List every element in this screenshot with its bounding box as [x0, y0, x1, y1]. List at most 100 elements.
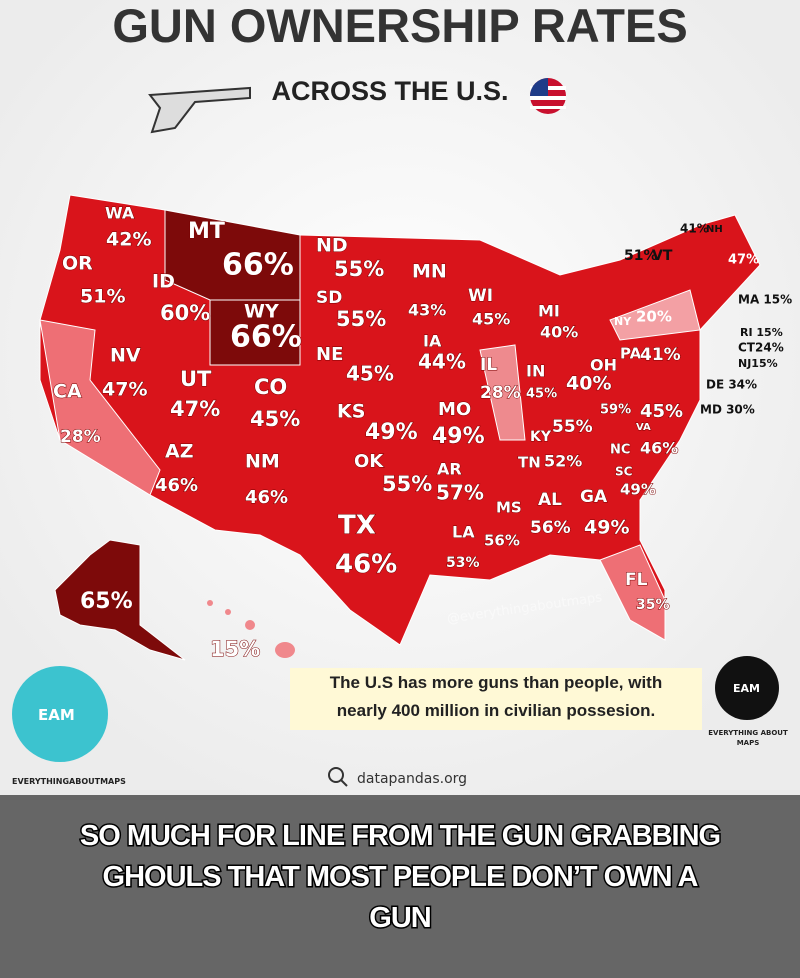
subtitle: ACROSS THE U.S.: [271, 76, 508, 106]
map-label: 55%: [334, 257, 384, 281]
map-label: CA: [53, 381, 82, 403]
map-label: 49%: [584, 517, 629, 539]
map-label: 45%: [472, 310, 510, 329]
logo-caption: MAPS: [737, 739, 760, 747]
map-label: WI: [468, 286, 493, 306]
map-label: AZ: [165, 441, 193, 463]
map-label: 53%: [446, 555, 480, 571]
map-label: MO: [438, 399, 471, 420]
map-label: 52%: [544, 452, 582, 471]
map: [39, 194, 761, 661]
search-icon: [328, 767, 348, 787]
map-label: AR: [437, 460, 462, 479]
map-label: 47%: [102, 379, 147, 401]
handle: EVERYTHINGABOUTMAPS: [12, 777, 126, 786]
map-label: 20%: [636, 308, 672, 326]
map-label: WA: [105, 204, 135, 223]
wyoming: [209, 299, 301, 366]
map-label: CT24%: [738, 341, 784, 355]
map-label: 15%: [210, 637, 260, 661]
map-label: 47%: [170, 397, 220, 421]
caption-line: GUN: [369, 902, 430, 934]
map-label: 41%: [680, 222, 709, 236]
map-label: IA: [423, 332, 442, 351]
map-label: 66%: [222, 248, 294, 283]
map-label: 66%: [230, 320, 302, 355]
map-label: ND: [316, 235, 348, 257]
map-label: IL: [480, 355, 497, 375]
map-label: 56%: [484, 532, 520, 550]
map-label: NH: [706, 224, 723, 235]
map-label: SC: [615, 465, 633, 479]
map-label: 44%: [418, 350, 466, 374]
map-label: MN: [412, 261, 447, 283]
map-label: 46%: [245, 487, 288, 508]
map-label: ID: [152, 271, 175, 293]
map-label: RI 15%: [740, 326, 783, 339]
map-label: FL: [625, 570, 648, 590]
map-label: 41%: [640, 345, 681, 365]
flag-icon: [530, 78, 566, 114]
map-label: NJ15%: [738, 357, 778, 370]
gun-icon: [148, 86, 251, 134]
map-label: MA 15%: [738, 293, 792, 307]
map-label: TN: [518, 454, 541, 472]
map-label: 45%: [250, 407, 300, 431]
map-label: KY: [530, 429, 552, 445]
logo-text: EAM: [38, 706, 75, 724]
map-label: 51%: [80, 286, 125, 308]
note-box: [290, 668, 702, 730]
map-label: 49%: [365, 420, 418, 445]
map-label: 56%: [530, 518, 571, 538]
map-label: 45%: [346, 362, 394, 386]
logo-left: [12, 666, 108, 762]
map-label: 28%: [60, 427, 101, 447]
map-label: GA: [580, 487, 608, 507]
map-label: TX: [338, 511, 376, 541]
map-label: LA: [452, 523, 475, 542]
map-label: 40%: [540, 323, 578, 342]
map-label: VA: [636, 422, 651, 433]
map-label: 42%: [106, 229, 151, 251]
map-label: 46%: [640, 439, 678, 458]
map-label: 60%: [160, 301, 210, 325]
map-label: VT: [652, 248, 673, 264]
map-label: 49%: [432, 424, 485, 449]
map-label: 55%: [552, 417, 593, 437]
map-label: 57%: [436, 481, 484, 505]
map-label: NM: [245, 451, 280, 473]
new-york: [609, 289, 701, 341]
map-label: 45%: [526, 387, 557, 402]
map-label: OR: [62, 253, 93, 275]
illinois: [479, 344, 526, 441]
map-label: NE: [316, 344, 343, 365]
map-label: 49%: [620, 481, 656, 499]
california: [39, 319, 161, 496]
hawaii: [207, 600, 295, 658]
logo-caption: EVERYTHING ABOUT: [708, 729, 788, 737]
map-label: 28%: [480, 383, 521, 403]
map-label: 47%: [728, 253, 759, 268]
map-label: 46%: [155, 475, 198, 496]
note-line: nearly 400 million in civilian possesion…: [337, 701, 655, 720]
map-label: 51%: [624, 248, 658, 264]
map-label: 43%: [408, 301, 446, 320]
map-label: 46%: [335, 550, 397, 580]
note-line: The U.S has more guns than people, with: [330, 673, 662, 692]
map-label: OK: [354, 451, 384, 472]
map-label: MI: [538, 302, 560, 321]
map-label: IN: [526, 362, 545, 381]
map-label: 55%: [336, 307, 386, 331]
map-label: AL: [538, 490, 562, 510]
map-label: 45%: [640, 401, 683, 422]
logo-right: [715, 656, 779, 720]
map-label: 55%: [382, 472, 432, 496]
caption-line: GHOULS THAT MOST PEOPLE DON’T OWN A: [103, 861, 699, 893]
map-label: MD 30%: [700, 403, 755, 417]
caption-band: [0, 795, 800, 978]
map-label: 65%: [80, 589, 133, 614]
map-label: OH: [590, 356, 617, 375]
map-label: DE 34%: [706, 378, 757, 392]
map-label: NC: [610, 443, 630, 458]
